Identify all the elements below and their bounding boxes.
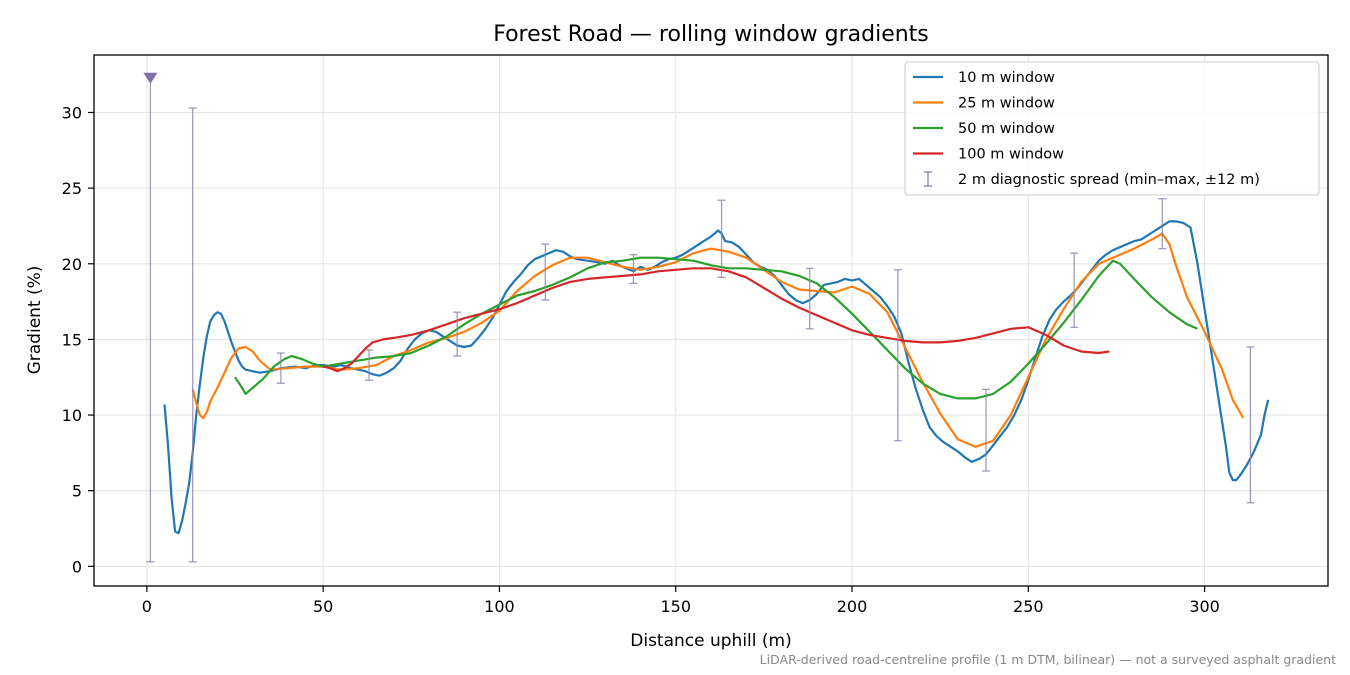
errorbar-3 bbox=[365, 349, 374, 381]
legend-entry-0: 10 m window bbox=[913, 70, 1055, 86]
x-tick-label-6: 300 bbox=[1189, 597, 1220, 616]
errorbar-0 bbox=[146, 77, 155, 563]
errorbar-2 bbox=[276, 352, 285, 384]
chart-title: Forest Road — rolling window gradients bbox=[493, 22, 929, 47]
errorbar-1 bbox=[188, 107, 197, 563]
y-tick-label-1: 5 bbox=[72, 482, 82, 501]
x-tick-label-1: 50 bbox=[313, 597, 333, 616]
errorbar-9 bbox=[893, 269, 902, 442]
errorbar-6 bbox=[629, 254, 638, 285]
y-tick-label-0: 0 bbox=[72, 557, 82, 576]
legend-entry-4: 2 m diagnostic spread (min–max, ±12 m) bbox=[924, 171, 1260, 188]
series-line-3 bbox=[322, 267, 1110, 373]
y-axis-label: Gradient (%) bbox=[25, 266, 45, 375]
legend-entry-2: 50 m window bbox=[913, 121, 1055, 137]
y-tick-label-2: 10 bbox=[62, 406, 82, 425]
errorbar-4 bbox=[453, 311, 462, 357]
errorbar-12 bbox=[1158, 198, 1167, 250]
y-tick-label-5: 25 bbox=[62, 179, 82, 198]
series-line-1 bbox=[191, 232, 1245, 448]
series-line-2 bbox=[234, 256, 1198, 400]
x-tick-label-4: 200 bbox=[837, 597, 868, 616]
errorbar-13 bbox=[1246, 346, 1255, 504]
legend-label-4: 2 m diagnostic spread (min–max, ±12 m) bbox=[958, 172, 1260, 188]
axis-ticks: 0 50 100 150 200 250 300 0 5 10 15 20 25 30 bbox=[62, 103, 1220, 616]
errorbar-5 bbox=[541, 243, 550, 301]
x-tick-label-0: 0 bbox=[142, 597, 152, 616]
legend-entry-3: 100 m window bbox=[913, 147, 1064, 163]
x-axis-label: Distance uphill (m) bbox=[630, 631, 791, 651]
legend-label-1: 25 m window bbox=[958, 96, 1055, 112]
x-tick-label-5: 250 bbox=[1013, 597, 1044, 616]
x-tick-label-3: 150 bbox=[660, 597, 691, 616]
x-tick-label-2: 100 bbox=[484, 597, 515, 616]
y-tick-label-6: 30 bbox=[62, 103, 82, 122]
legend-label-0: 10 m window bbox=[958, 70, 1055, 86]
legend-label-3: 100 m window bbox=[958, 147, 1064, 163]
errorbar-7 bbox=[717, 199, 726, 279]
off-scale-marker bbox=[143, 72, 158, 84]
errorbar-8 bbox=[805, 267, 814, 330]
y-tick-label-3: 15 bbox=[62, 330, 82, 349]
footnote: LiDAR-derived road-centreline profile (1… bbox=[760, 652, 1336, 667]
y-tick-label-4: 20 bbox=[62, 255, 82, 274]
series-layer bbox=[143, 72, 1270, 563]
legend-entry-1: 25 m window bbox=[913, 96, 1055, 112]
legend-label-2: 50 m window bbox=[958, 121, 1055, 137]
legend-box bbox=[904, 61, 1320, 196]
errorbar-10 bbox=[982, 388, 991, 472]
plot-frame bbox=[93, 54, 1329, 587]
legend: 10 m window 25 m window 50 m window 100 m w… bbox=[904, 61, 1320, 196]
errorbar-11 bbox=[1070, 252, 1079, 328]
